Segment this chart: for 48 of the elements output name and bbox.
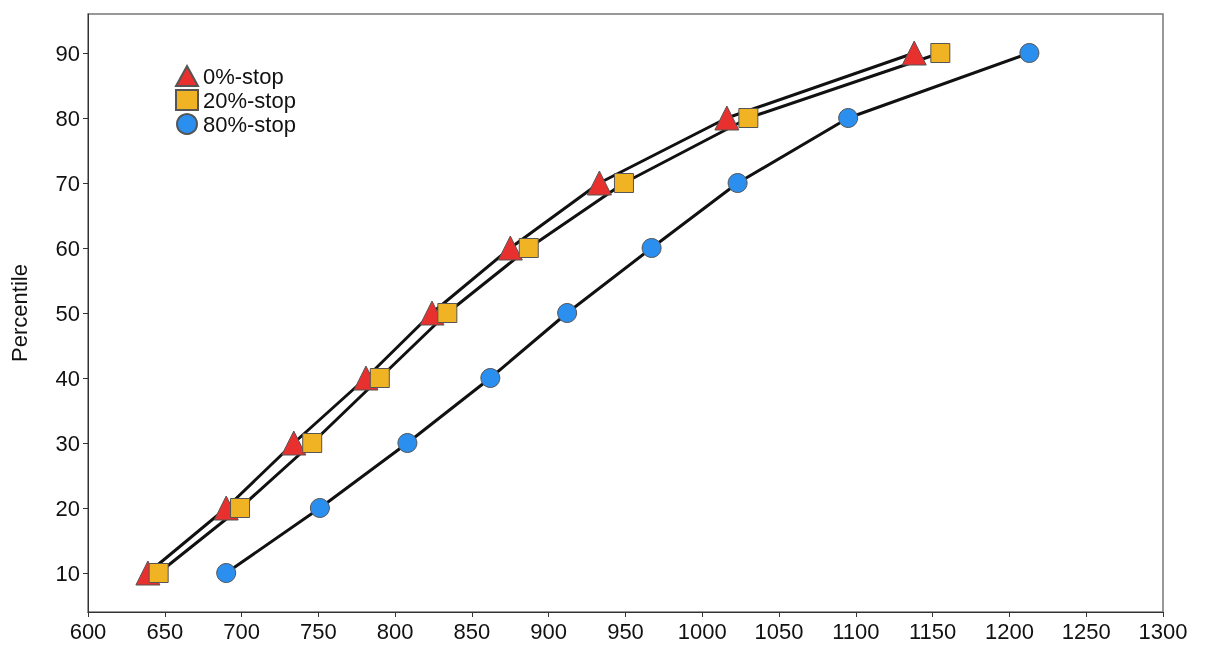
y-tick-label: 50	[55, 300, 80, 326]
x-tick-label: 950	[607, 618, 644, 644]
x-tick-label: 650	[146, 618, 184, 644]
x-tick-label: 1200	[984, 618, 1034, 644]
point	[302, 433, 323, 453]
x-tick-label: 750	[300, 618, 337, 644]
point	[437, 303, 458, 323]
y-tick-label: 10	[55, 560, 80, 586]
point	[901, 40, 927, 66]
point	[369, 368, 390, 388]
point	[727, 173, 748, 193]
y-tick-label: 40	[55, 365, 80, 391]
y-tick-label: 30	[55, 430, 80, 456]
x-tick-label: 850	[453, 618, 491, 644]
x-tick-label: 700	[223, 618, 260, 644]
point	[216, 563, 237, 583]
x-tick-label: 1150	[908, 618, 957, 644]
point	[1019, 43, 1040, 63]
point	[557, 303, 578, 323]
point	[397, 433, 418, 453]
point	[480, 368, 501, 388]
y-tick-label: 20	[55, 495, 80, 521]
y-axis-title: Percentile	[6, 264, 32, 362]
point	[641, 238, 662, 258]
x-tick-label: 900	[530, 618, 568, 644]
y-tick-label: 70	[55, 170, 80, 196]
x-tick-label: 1050	[754, 618, 804, 644]
point	[738, 108, 759, 128]
x-tick-label: 1100	[832, 618, 880, 644]
x-tick-label: 1000	[677, 618, 727, 644]
point	[518, 238, 539, 258]
x-tick-label: 600	[69, 618, 107, 644]
point	[714, 105, 740, 131]
point	[497, 235, 523, 261]
x-tick-label: 1300	[1138, 618, 1188, 644]
x-tick-label: 800	[376, 618, 414, 644]
point	[281, 430, 307, 456]
y-tick-label: 80	[55, 105, 80, 131]
point	[230, 498, 251, 518]
y-tick-label: 60	[55, 235, 80, 261]
point	[586, 170, 612, 196]
point	[838, 108, 859, 128]
point	[613, 173, 634, 193]
point	[309, 498, 330, 518]
y-tick-label: 90	[55, 40, 80, 66]
legend-label: 0%-stop	[203, 63, 284, 89]
x-tick-label: 1250	[1061, 618, 1111, 644]
point	[930, 43, 951, 63]
